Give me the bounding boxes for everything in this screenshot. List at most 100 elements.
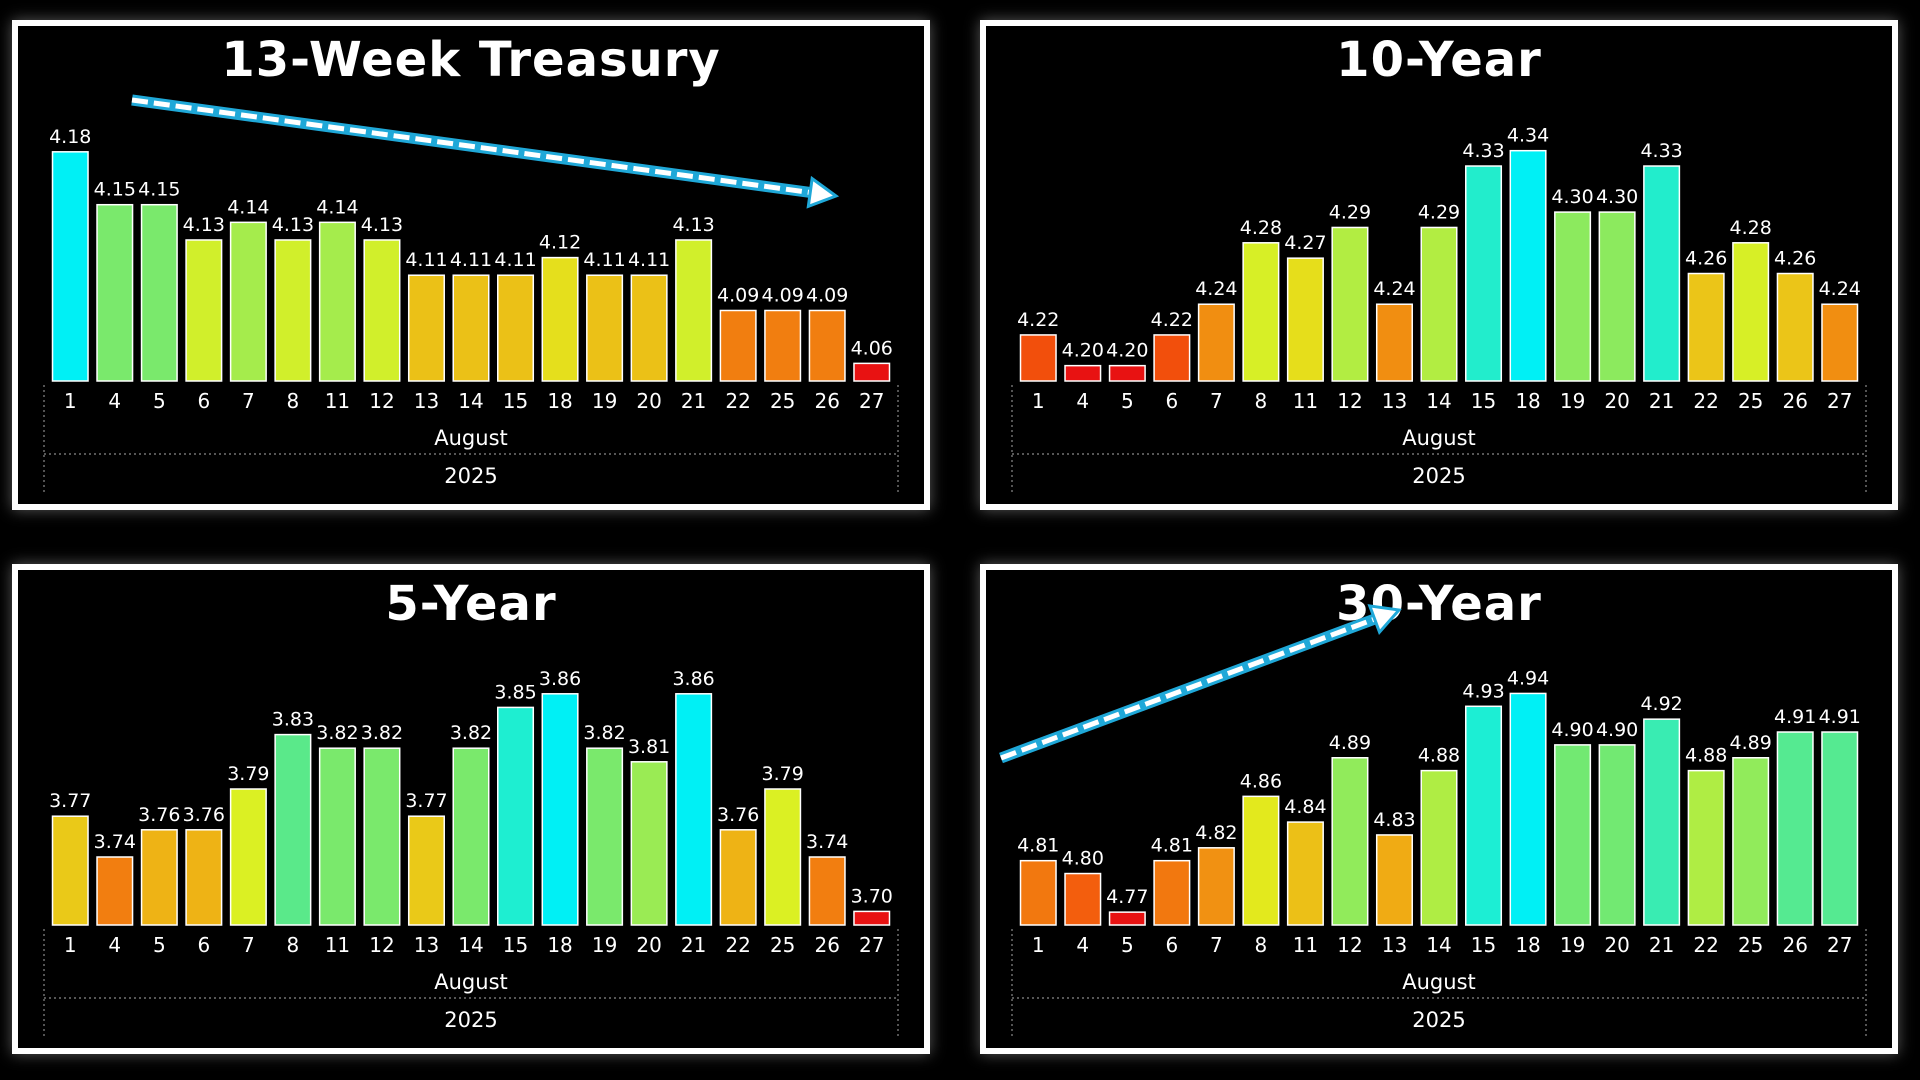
bar[interactable] — [808, 309, 846, 382]
x-tick-label: 27 — [1827, 933, 1852, 957]
bar[interactable] — [1821, 731, 1859, 926]
x-tick-label: 11 — [1293, 389, 1318, 413]
bar[interactable] — [497, 274, 535, 382]
bar[interactable] — [1286, 257, 1324, 382]
bar[interactable] — [630, 761, 668, 926]
bar[interactable] — [363, 747, 401, 926]
data-label: 3.79 — [227, 763, 269, 785]
bar[interactable] — [675, 239, 713, 382]
x-tick-label: 22 — [1693, 933, 1718, 957]
bar[interactable] — [853, 362, 891, 382]
bar[interactable] — [1776, 731, 1814, 926]
bar[interactable] — [1375, 303, 1413, 382]
bar[interactable] — [1598, 211, 1636, 382]
bar[interactable] — [1687, 769, 1725, 926]
bar[interactable] — [318, 221, 356, 382]
bar[interactable] — [1331, 757, 1369, 926]
bar[interactable] — [541, 693, 579, 926]
data-label: 3.82 — [361, 722, 403, 744]
bar[interactable] — [1465, 705, 1503, 926]
bar[interactable] — [719, 829, 757, 926]
bar[interactable] — [808, 856, 846, 926]
bar[interactable] — [1643, 165, 1681, 382]
bar[interactable] — [51, 151, 89, 382]
bar[interactable] — [452, 747, 490, 926]
bar[interactable] — [1019, 334, 1057, 382]
bar[interactable] — [853, 910, 891, 926]
bar[interactable] — [363, 239, 401, 382]
bar[interactable] — [229, 788, 267, 926]
bar[interactable] — [407, 815, 445, 926]
chart-panel-5-year[interactable]: 5-Year 3.77 1 3.74 4 3.76 5 3.76 6 3.79 7 3.83 8 3.8… — [12, 564, 930, 1054]
data-label: 4.20 — [1062, 340, 1104, 362]
data-label: 4.15 — [138, 179, 180, 201]
bar[interactable] — [452, 274, 490, 382]
bar[interactable] — [140, 829, 178, 926]
bar[interactable] — [140, 203, 178, 382]
bar[interactable] — [185, 239, 223, 382]
bar[interactable] — [185, 829, 223, 926]
bar[interactable] — [1732, 242, 1770, 382]
bar[interactable] — [318, 747, 356, 926]
bar[interactable] — [764, 788, 802, 926]
chart-panel-13-week-treasury[interactable]: 13-Week Treasury 4.18 1 4.15 4 4.15 5 4.13 6 4.1… — [12, 20, 930, 510]
bar[interactable] — [1064, 364, 1102, 382]
bar[interactable] — [586, 274, 624, 382]
bar[interactable] — [96, 203, 134, 382]
bar[interactable] — [630, 274, 668, 382]
bar[interactable] — [1375, 834, 1413, 926]
x-tick-label: 19 — [1560, 933, 1585, 957]
x-tick-label: 13 — [1382, 933, 1407, 957]
x-tick-label: 4 — [1076, 933, 1089, 957]
bar[interactable] — [1331, 226, 1369, 382]
bar[interactable] — [274, 733, 312, 926]
bar[interactable] — [497, 706, 535, 926]
bar[interactable] — [1286, 821, 1324, 926]
bar[interactable] — [1197, 303, 1235, 382]
x-tick-label: 21 — [681, 389, 706, 413]
bar[interactable] — [96, 856, 134, 926]
x-tick-label: 22 — [725, 933, 750, 957]
bar[interactable] — [1732, 757, 1770, 926]
bar[interactable] — [274, 239, 312, 382]
data-label: 4.22 — [1151, 309, 1193, 331]
bar[interactable] — [51, 815, 89, 926]
bar[interactable] — [1509, 692, 1547, 926]
bar[interactable] — [1554, 744, 1592, 926]
bar[interactable] — [1108, 911, 1146, 926]
bar[interactable] — [764, 309, 802, 382]
bar[interactable] — [719, 309, 757, 382]
bar[interactable] — [675, 693, 713, 926]
bar[interactable] — [1019, 859, 1057, 926]
x-tick-label: 15 — [1471, 389, 1496, 413]
bar[interactable] — [1420, 226, 1458, 382]
bar[interactable] — [1420, 769, 1458, 926]
data-label: 4.29 — [1329, 201, 1371, 223]
bar[interactable] — [1242, 795, 1280, 926]
bar[interactable] — [1821, 303, 1859, 382]
chart-panel-30-year[interactable]: 30-Year 4.81 1 4.80 4 4.77 5 4.81 6 4.82 7 4.86 8 4.… — [980, 564, 1898, 1054]
chart-panel-10-year[interactable]: 10-Year 4.22 1 4.20 4 4.20 5 4.22 6 4.24 7 4.28 8 4.… — [980, 20, 1898, 510]
x-tick-label: 5 — [1121, 933, 1134, 957]
data-label: 3.70 — [851, 885, 893, 907]
x-tick-label: 21 — [1649, 933, 1674, 957]
bar[interactable] — [1153, 859, 1191, 926]
bar[interactable] — [1153, 334, 1191, 382]
bar[interactable] — [407, 274, 445, 382]
bar[interactable] — [586, 747, 624, 926]
bar[interactable] — [1509, 149, 1547, 382]
bar[interactable] — [1108, 364, 1146, 382]
bar[interactable] — [1554, 211, 1592, 382]
bar[interactable] — [1197, 847, 1235, 926]
data-label: 3.76 — [717, 804, 759, 826]
bar[interactable] — [1598, 744, 1636, 926]
bar[interactable] — [1242, 242, 1280, 382]
bar[interactable] — [1064, 872, 1102, 926]
bar[interactable] — [541, 256, 579, 382]
bar[interactable] — [229, 221, 267, 382]
bar[interactable] — [1687, 272, 1725, 382]
bar[interactable] — [1776, 272, 1814, 382]
bar[interactable] — [1643, 718, 1681, 926]
bar[interactable] — [1465, 165, 1503, 382]
x-tick-label: 14 — [458, 933, 483, 957]
